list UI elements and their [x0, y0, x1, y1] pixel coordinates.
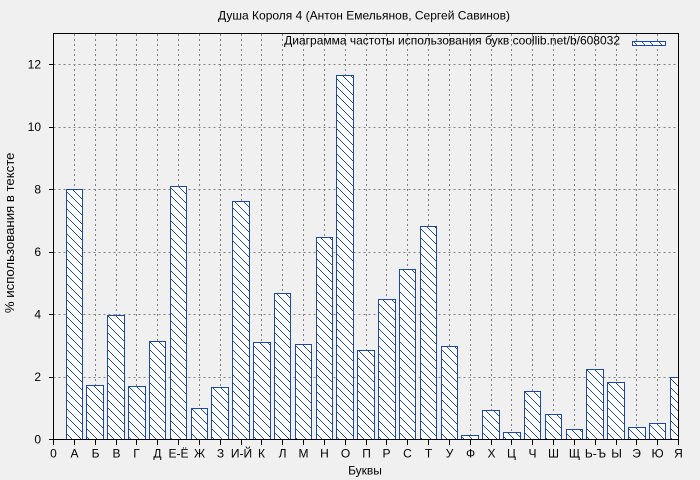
svg-text:Г: Г — [133, 446, 140, 460]
svg-text:Д: Д — [153, 446, 161, 460]
svg-text:В: В — [112, 446, 120, 460]
svg-text:Ф: Ф — [466, 446, 475, 460]
svg-text:2: 2 — [34, 370, 41, 384]
svg-text:Душа Короля 4 (Антон Емельянов: Душа Короля 4 (Антон Емельянов, Сергей С… — [218, 9, 510, 23]
svg-text:И-Й: И-Й — [231, 445, 252, 460]
svg-text:Е-Ё: Е-Ё — [168, 446, 188, 460]
svg-text:О: О — [341, 446, 350, 460]
svg-text:Ы: Ы — [611, 446, 622, 460]
svg-text:0: 0 — [50, 446, 57, 460]
svg-text:К: К — [258, 446, 265, 460]
svg-text:Б: Б — [92, 446, 100, 460]
svg-text:З: З — [217, 446, 224, 460]
svg-text:% использования в тексте: % использования в тексте — [2, 152, 17, 313]
svg-text:Диаграмма частоты использовани: Диаграмма частоты использования букв coo… — [284, 34, 620, 48]
svg-text:У: У — [446, 446, 454, 460]
svg-text:Х: Х — [487, 446, 495, 460]
svg-text:Я: Я — [674, 446, 683, 460]
svg-text:0: 0 — [34, 432, 41, 446]
svg-text:Ч: Ч — [529, 446, 537, 460]
svg-text:Ш: Ш — [548, 446, 559, 460]
svg-text:С: С — [403, 446, 412, 460]
svg-text:Р: Р — [382, 446, 390, 460]
svg-text:Л: Л — [279, 446, 287, 460]
svg-text:Ц: Ц — [507, 446, 516, 460]
svg-text:Т: Т — [425, 446, 433, 460]
svg-text:Н: Н — [320, 446, 329, 460]
svg-text:П: П — [362, 446, 371, 460]
svg-text:Э: Э — [632, 446, 641, 460]
svg-text:6: 6 — [34, 245, 41, 259]
svg-text:Ю: Ю — [651, 446, 663, 460]
svg-text:Щ: Щ — [569, 446, 580, 460]
svg-text:8: 8 — [34, 183, 41, 197]
svg-text:М: М — [299, 446, 309, 460]
svg-text:4: 4 — [34, 307, 41, 321]
svg-text:Буквы: Буквы — [348, 464, 382, 478]
svg-text:12: 12 — [28, 58, 42, 72]
svg-text:Ж: Ж — [194, 446, 205, 460]
svg-text:Ь-Ъ: Ь-Ъ — [585, 446, 606, 460]
svg-text:10: 10 — [28, 120, 42, 134]
svg-text:А: А — [70, 446, 78, 460]
